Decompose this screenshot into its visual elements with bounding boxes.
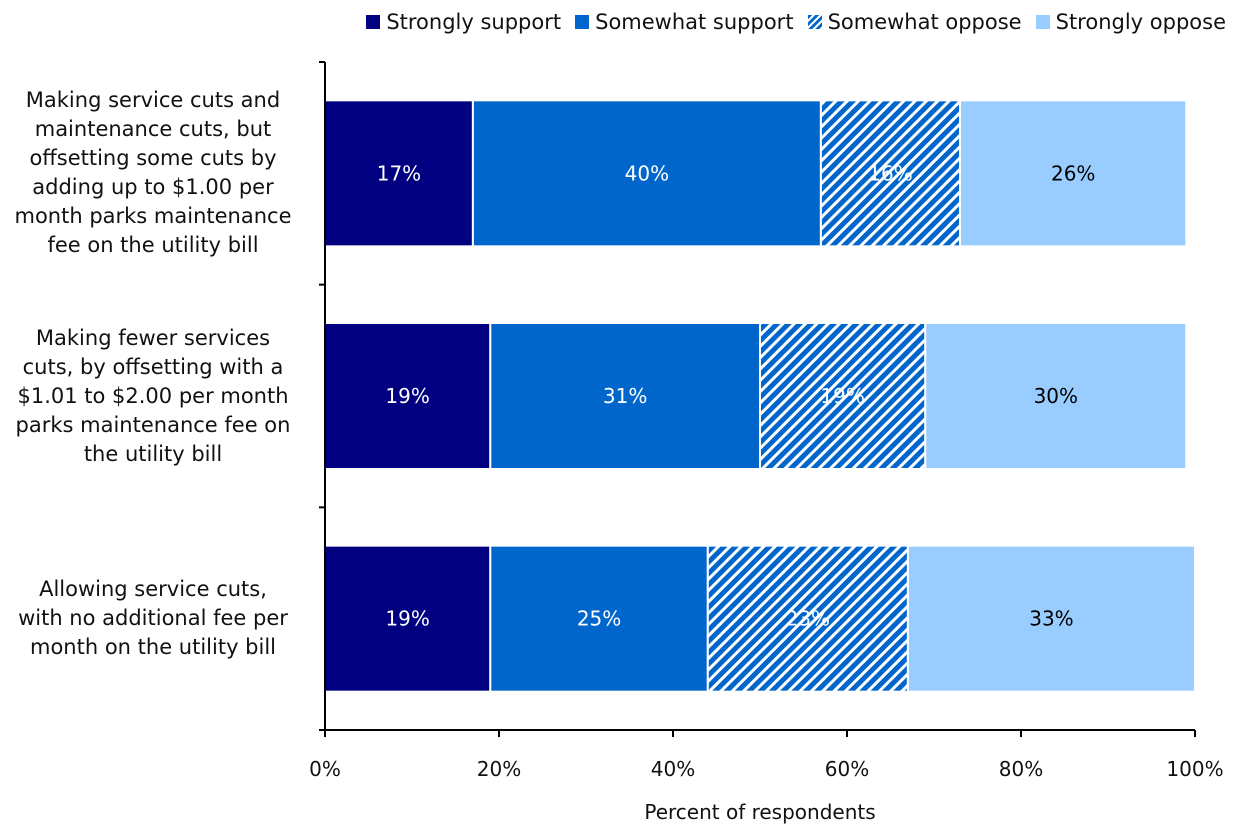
category-label-line: Making service cuts and — [25, 88, 281, 113]
category-label-line: cuts, by offsetting with a — [22, 354, 284, 379]
legend-swatch-somewhat-oppose — [807, 15, 822, 29]
category-label-line: fee on the utility bill — [47, 233, 259, 258]
data-label: 33% — [1029, 607, 1073, 631]
category-label-line: adding up to $1.00 per — [32, 175, 274, 200]
bar-segment — [959, 99, 1188, 248]
data-label: 31% — [603, 384, 647, 408]
category-label-line: Making fewer services — [35, 325, 271, 350]
category-label-line: maintenance cuts, but — [34, 117, 272, 142]
data-label: 40% — [625, 161, 669, 185]
data-label: 23% — [786, 607, 830, 631]
category-label-line: month on the utility bill — [29, 635, 277, 660]
category-label-line: offsetting some cuts by — [29, 146, 277, 171]
legend-item-somewhat-support: Somewhat support — [575, 10, 794, 34]
legend-swatch-strongly-oppose — [1035, 15, 1050, 29]
data-label: 30% — [1034, 384, 1078, 408]
legend-item-strongly-oppose: Strongly oppose — [1035, 10, 1226, 34]
legend-swatch-somewhat-support — [575, 15, 590, 29]
legend-item-strongly-support: Strongly support — [366, 10, 561, 34]
category-label-line: parks maintenance fee on — [15, 412, 291, 437]
legend-label-somewhat-support: Somewhat support — [595, 10, 794, 34]
x-axis-title: Percent of respondents — [644, 800, 876, 824]
category-label-line: with no additional fee per — [18, 606, 288, 631]
bar-segment — [924, 322, 1188, 470]
bar-segment — [819, 99, 962, 248]
x-tick-label: 80% — [999, 757, 1043, 781]
category-label-line: month parks maintenance — [14, 204, 292, 229]
data-label: 19% — [385, 607, 429, 631]
legend-label-somewhat-oppose: Somewhat oppose — [827, 10, 1022, 34]
data-label: 19% — [820, 384, 864, 408]
data-label: 19% — [385, 384, 429, 408]
legend-label-strongly-oppose: Strongly oppose — [1055, 10, 1226, 34]
data-label: 16% — [868, 161, 912, 185]
bar-segment — [324, 544, 492, 693]
x-tick-label: 40% — [651, 757, 695, 781]
bar-segment — [489, 322, 761, 470]
legend-swatch-strongly-support — [366, 15, 381, 29]
bar-segment — [759, 322, 927, 470]
x-tick-label: 60% — [825, 757, 869, 781]
category-label-line: $1.01 to $2.00 per month — [17, 383, 289, 408]
bar-segment — [706, 544, 909, 693]
bar-segment — [471, 99, 822, 248]
data-label: 17% — [377, 161, 421, 185]
category-label: Making fewer services cuts, by offsetting… — [0, 324, 306, 469]
bar-segment — [324, 322, 492, 470]
data-label: 25% — [577, 607, 621, 631]
category-label-line: the utility bill — [83, 441, 223, 466]
data-label: 26% — [1051, 161, 1095, 185]
x-tick-label: 0% — [309, 757, 341, 781]
x-tick-label: 100% — [1166, 757, 1223, 781]
legend: Strongly support Somewhat support Somewh… — [366, 10, 1226, 34]
legend-item-somewhat-oppose: Somewhat oppose — [807, 10, 1022, 34]
category-label-line: Allowing service cuts, — [39, 577, 267, 602]
x-tick-label: 20% — [477, 757, 521, 781]
category-label: Making service cuts and maintenance cuts,… — [0, 86, 306, 260]
category-label: Allowing service cuts, with no additional… — [0, 575, 306, 662]
bar-segment — [906, 544, 1197, 693]
legend-label-strongly-support: Strongly support — [386, 10, 562, 34]
